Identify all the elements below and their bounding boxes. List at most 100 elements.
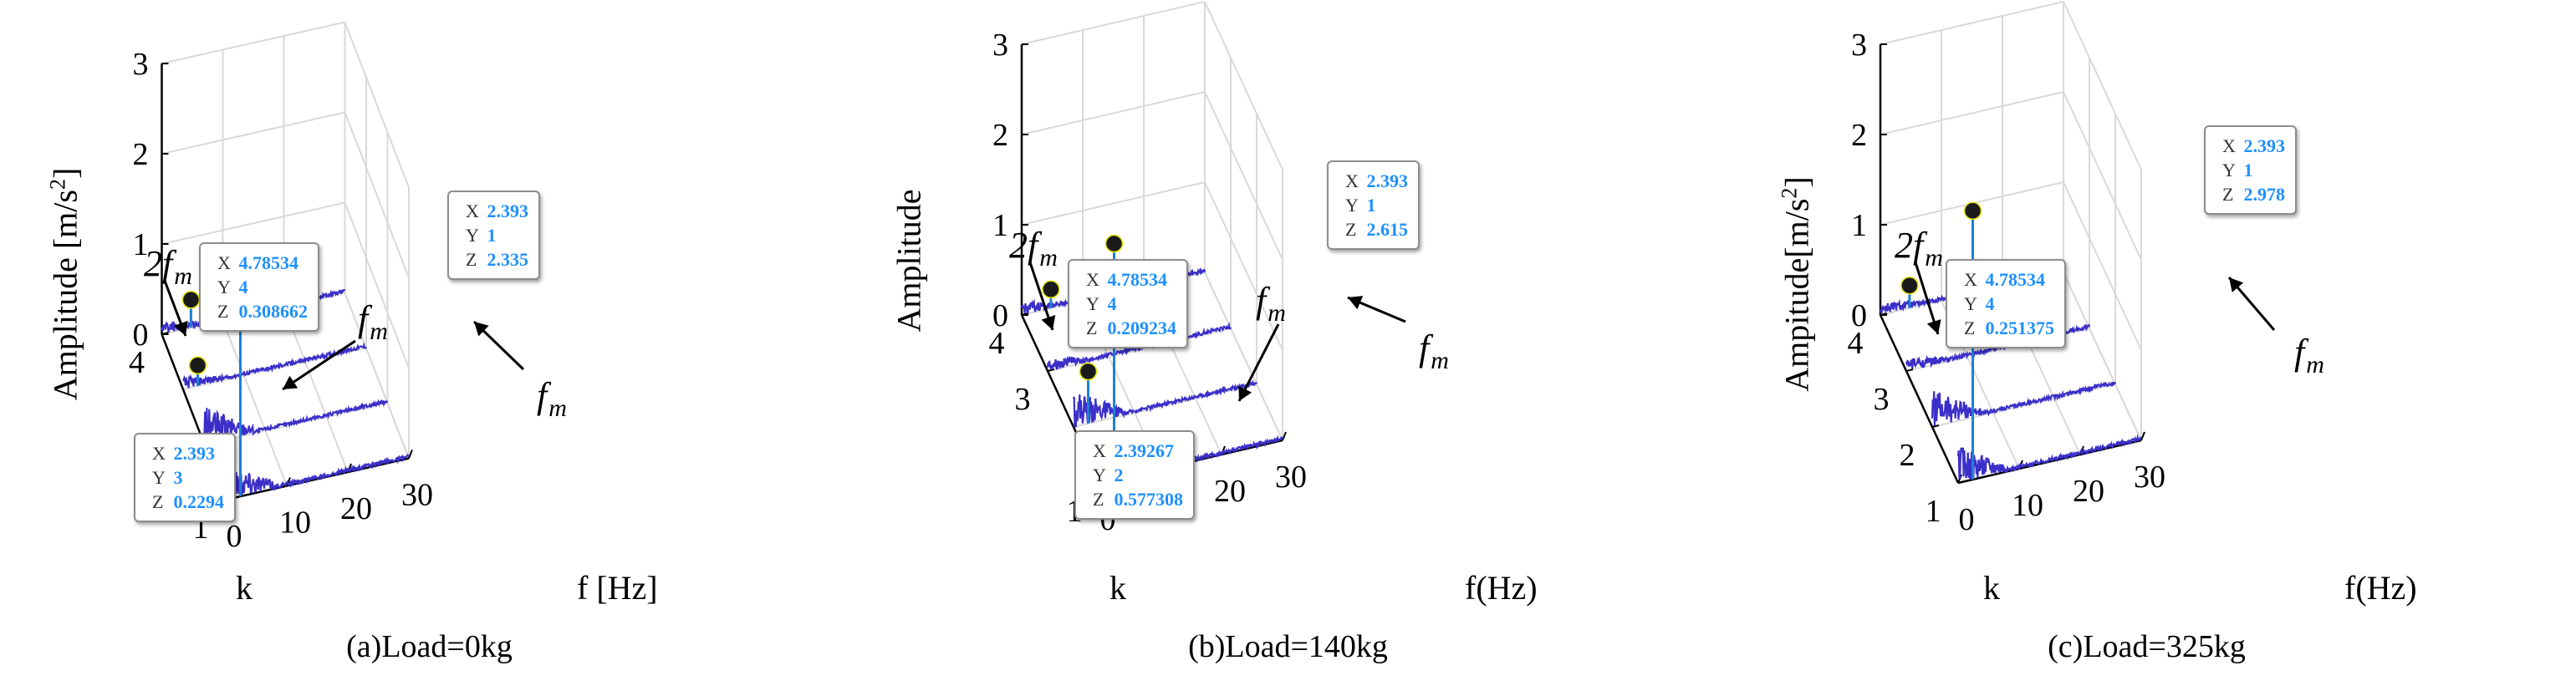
spectrum-trace-k1	[224, 453, 410, 500]
y-axis-label-c: k	[1983, 569, 2000, 607]
x-tick-label: 20	[340, 491, 372, 526]
peak-marker	[1104, 234, 1124, 253]
annotation-fm-a-1: fm	[358, 298, 388, 345]
z-tick-label: 1	[133, 227, 149, 262]
x-tick-label: 30	[1275, 460, 1307, 495]
y-tick	[1905, 368, 1914, 372]
spectrum-trace-k3	[1046, 322, 1232, 370]
y-tick-label: 4	[989, 326, 1005, 361]
x-tick	[408, 450, 413, 459]
datatip-c-1[interactable]: X 2.393 Y 1 Z 2.978	[2204, 125, 2297, 216]
y-tick-label: 4	[129, 345, 145, 380]
z-tick-label: 2	[133, 137, 149, 172]
grid-side-z	[2063, 91, 2142, 261]
annotation-arrow-head	[283, 375, 298, 389]
x-axis-label-b: f(Hz)	[1465, 569, 1538, 607]
grid-side-z	[1204, 91, 1283, 261]
annotation-2fm-a: 2fm	[144, 243, 192, 290]
z-tick-label: 3	[133, 47, 149, 82]
annotation-fm-b-1: fm	[1256, 280, 1286, 327]
x-tick-label: 20	[1214, 474, 1246, 509]
grid-side-z	[1204, 181, 1283, 351]
y-tick	[1957, 480, 1966, 484]
spectrum-trace-k2	[1072, 379, 1257, 428]
z-tick-label: 0	[133, 318, 149, 353]
annotation-2fm-b: 2fm	[1009, 225, 1058, 272]
peak-marker	[181, 291, 201, 309]
z-tick-label: 2	[992, 118, 1008, 153]
annotation-2fm-c: 2fm	[1895, 225, 1943, 272]
grid-floor-y	[1073, 384, 1257, 428]
grid-back-z	[161, 21, 345, 64]
y-axis-line	[1879, 314, 1960, 484]
annotation-arrow-head	[1348, 296, 1364, 310]
annotation-arrow-head	[1238, 385, 1252, 401]
x-tick	[2140, 431, 2145, 441]
datatip-a-3[interactable]: X 2.393 Y 3 Z 0.2294	[134, 433, 236, 523]
y-tick	[1931, 424, 1940, 428]
x-tick-label: 20	[2073, 474, 2104, 509]
grid-side-z	[2063, 181, 2142, 351]
grid-side-z	[344, 202, 410, 368]
spectrum-trace-k2	[1931, 381, 2117, 426]
x-tick-label: 30	[401, 478, 433, 513]
y-axis-label-a: k	[236, 569, 252, 607]
grid-back-z	[1021, 1, 1206, 45]
z-tick-label: 1	[1851, 208, 1867, 243]
chart-plot-a: 01020301240123	[129, 21, 525, 554]
grid-back-z	[1021, 91, 1206, 135]
grid-floor-x	[2063, 272, 2142, 441]
datatip-a-2[interactable]: X 4.78534 Y 4 Z 0.308662	[199, 242, 319, 333]
annotation-arrow-head	[174, 320, 188, 336]
z-axis-label-b: Amplitude	[890, 189, 928, 333]
y-axis-label-b: k	[1109, 569, 1126, 607]
x-axis-label-a: f [Hz]	[577, 569, 658, 607]
annotation-fm-b-2: fm	[1419, 328, 1449, 374]
y-tick-label: 4	[1848, 326, 1864, 361]
annotation-arrow-head	[1041, 315, 1056, 330]
z-tick-label: 1	[992, 208, 1008, 243]
peak-marker	[1963, 201, 1982, 221]
x-tick	[2079, 445, 2084, 455]
y-tick-label: 1	[1926, 494, 1941, 529]
annotation-fm-a-2: fm	[537, 375, 567, 422]
caption-b: (b)Load=140kg	[1188, 629, 1388, 664]
peak-marker	[1042, 280, 1060, 299]
annotation-fm-c-1: fm	[2294, 332, 2324, 378]
y-tick-label: 3	[1015, 382, 1031, 417]
annotation-arrow-line	[282, 339, 356, 391]
peak-marker	[1079, 362, 1098, 381]
peak-marker	[188, 356, 207, 375]
x-tick	[1282, 431, 1287, 441]
x-tick-label: 10	[279, 505, 311, 541]
y-tick-label: 3	[1874, 382, 1890, 417]
grid-side-z	[2063, 1, 2142, 170]
grid-back-z	[161, 201, 345, 245]
z-axis-label-a: Amplitude [m/s2]	[45, 167, 84, 401]
z-axis-label-c: Ampitude[m/s2]	[1777, 176, 1816, 392]
datatip-c-2[interactable]: X 4.78534 Y 4 Z 0.251375	[1946, 259, 2066, 349]
annotation-arrow-line	[1237, 323, 1280, 402]
datatip-b-3[interactable]: X 2.39267 Y 2 Z 0.577308	[1074, 430, 1195, 521]
spectrum-trace-k1	[1956, 434, 2142, 480]
grid-floor-x	[344, 292, 410, 459]
spectrum-trace-k2	[203, 399, 389, 443]
grid-back-z	[161, 111, 345, 155]
annotation-arrow-head	[2229, 277, 2244, 292]
x-tick-label: 0	[227, 519, 242, 554]
datatip-b-2[interactable]: X 4.78534 Y 4 Z 0.209234	[1068, 259, 1188, 349]
z-tick-label: 0	[1851, 298, 1867, 333]
x-tick-label: 0	[1959, 502, 1975, 537]
chart-panel-c: 0 10 20 30 1 2 3 4 0 1 2 3 Ampitude[m/s2] f(Hz) k X…	[1717, 0, 2576, 696]
z-tick-label: 3	[1851, 28, 1867, 63]
caption-c: (c)Load=325kg	[2048, 629, 2246, 664]
caption-a: (a)Load=0kg	[346, 629, 513, 664]
datatip-a-1[interactable]: X 2.393 Y 1 Z 2.335	[447, 191, 540, 281]
grid-floor-x	[222, 320, 288, 486]
annotation-arrow-head	[474, 322, 489, 337]
y-tick-label: 2	[1900, 438, 1915, 473]
grid-side-z	[344, 112, 410, 278]
datatip-b-1[interactable]: X 2.393 Y 1 Z 2.615	[1327, 160, 1420, 251]
z-tick-label: 3	[992, 28, 1008, 63]
